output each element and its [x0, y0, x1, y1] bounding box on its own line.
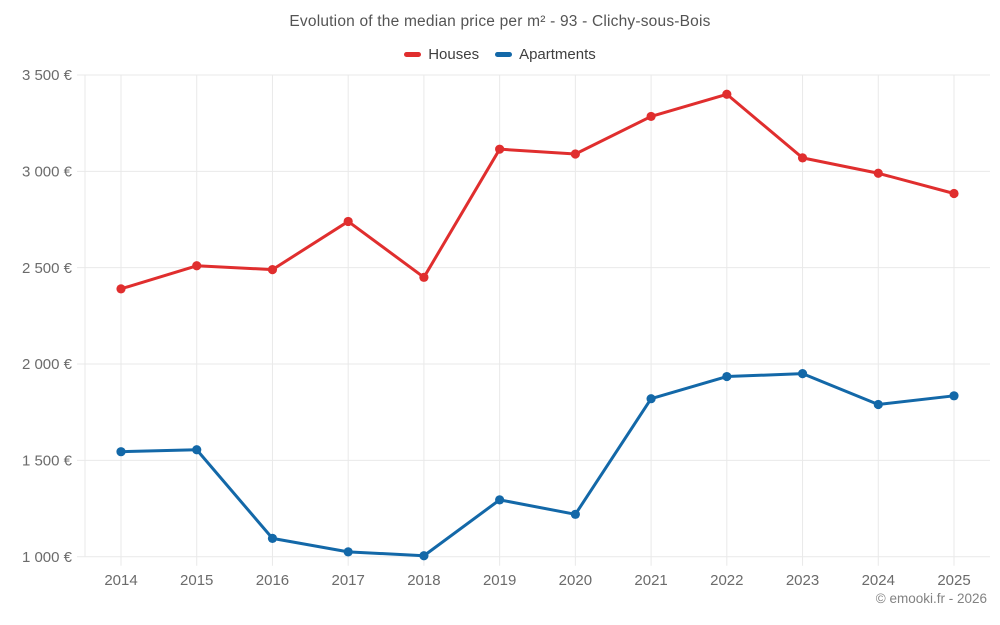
- houses-point-2023[interactable]: [797, 153, 808, 163]
- houses-point-2016[interactable]: [267, 265, 278, 275]
- x-tick-label: 2016: [256, 572, 289, 589]
- houses-point-2017[interactable]: [343, 216, 353, 227]
- x-tick-label: 2020: [559, 572, 592, 589]
- houses-point-2021[interactable]: [646, 111, 656, 122]
- legend-label-houses: Houses: [428, 46, 480, 63]
- x-tick-label: 2015: [180, 572, 213, 589]
- apartments-point-2022[interactable]: [722, 371, 732, 382]
- legend-item-apartments[interactable]: Apartments: [495, 46, 596, 63]
- houses-point-2019[interactable]: [495, 144, 505, 154]
- apartments-point-2024[interactable]: [873, 399, 883, 410]
- chart-title: Evolution of the median price per m² - 9…: [289, 13, 711, 30]
- x-tick-label: 2014: [104, 572, 137, 589]
- x-tick-label: 2018: [407, 572, 440, 589]
- x-tick-label: 2021: [634, 572, 667, 589]
- apartments-point-2017[interactable]: [343, 547, 353, 557]
- y-tick-label: 1 500 €: [22, 453, 73, 470]
- houses-swatch-icon: [404, 52, 422, 57]
- houses-point-2015[interactable]: [192, 261, 202, 271]
- x-tick-label: 2025: [937, 572, 970, 589]
- x-tick-label: 2017: [331, 572, 364, 589]
- watermark: © emooki.fr - 2026: [875, 591, 987, 606]
- houses-point-2022[interactable]: [722, 89, 732, 99]
- x-tick-label: 2022: [710, 572, 743, 589]
- apartments-line: [119, 372, 956, 558]
- y-tick-label: 2 500 €: [22, 260, 73, 277]
- x-tick-label: 2024: [862, 572, 895, 589]
- houses-series: [116, 89, 959, 294]
- apartments-point-2020[interactable]: [570, 509, 580, 519]
- y-tick-label: 1 000 €: [22, 549, 73, 566]
- y-tick-label: 3 000 €: [22, 164, 73, 181]
- legend-item-houses[interactable]: Houses: [404, 46, 479, 63]
- houses-point-2020[interactable]: [570, 149, 580, 159]
- x-tick-label: 2019: [483, 572, 516, 589]
- apartments-point-2015[interactable]: [192, 445, 202, 455]
- houses-point-2014[interactable]: [116, 284, 126, 294]
- grid: 1 000 € 1 500 € 2 000 € 2 500 € 3 000 € 3 500…: [22, 67, 990, 589]
- houses-point-2025[interactable]: [949, 188, 959, 199]
- apartments-series: [116, 369, 959, 561]
- legend: Houses Apartments: [0, 46, 1000, 63]
- y-tick-label: 2 000 €: [22, 356, 73, 373]
- apartments-point-2025[interactable]: [949, 391, 959, 401]
- apartments-point-2019[interactable]: [495, 495, 505, 505]
- apartments-point-2016[interactable]: [267, 533, 278, 543]
- legend-label-apartments: Apartments: [519, 46, 596, 63]
- houses-line: [119, 92, 956, 291]
- apartments-swatch-icon: [495, 52, 513, 57]
- apartments-point-2014[interactable]: [116, 447, 126, 457]
- apartments-point-2018[interactable]: [419, 551, 429, 561]
- apartments-point-2023[interactable]: [797, 369, 808, 379]
- x-tick-label: 2023: [786, 572, 819, 589]
- houses-point-2024[interactable]: [873, 168, 883, 178]
- y-tick-label: 3 500 €: [22, 67, 73, 84]
- apartments-point-2021[interactable]: [646, 394, 656, 404]
- houses-point-2018[interactable]: [419, 272, 429, 282]
